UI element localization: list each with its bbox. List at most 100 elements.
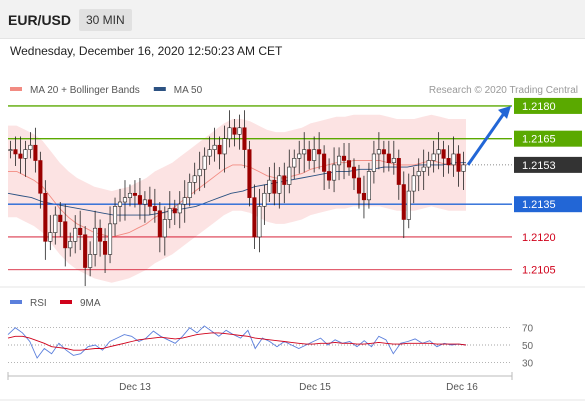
- rsi-ma-line: [7, 332, 467, 351]
- candle-body: [242, 127, 247, 150]
- candle-body: [63, 221, 68, 249]
- candle-body: [317, 149, 322, 155]
- candle-body: [132, 192, 137, 196]
- candle-body: [98, 227, 103, 242]
- candle-body: [341, 155, 347, 161]
- level-label-5: 1.2105: [522, 265, 556, 277]
- level-tag-2: [514, 156, 582, 173]
- level-tag-3: [514, 196, 582, 213]
- candle-body: [292, 158, 297, 168]
- candle-body: [252, 197, 257, 238]
- rsi-legend-label-1: 9MA: [80, 298, 101, 309]
- x-tick-label: Dec 16: [446, 382, 478, 393]
- timeframe-badge[interactable]: 30 MIN: [79, 9, 132, 31]
- candle-body: [28, 144, 33, 150]
- candle-body: [247, 149, 252, 198]
- candle-body: [48, 232, 53, 242]
- candle-body: [461, 164, 466, 172]
- ma20-line: [8, 160, 466, 238]
- candle-body: [58, 214, 63, 222]
- ma50-line: [7, 162, 466, 216]
- legend-label-1: MA 50: [174, 85, 203, 96]
- candle-body: [38, 160, 43, 194]
- chart-credit: Research © 2020 Trading Central: [429, 85, 578, 96]
- rsi-legend-swatch-1: [60, 300, 72, 304]
- rsi-line: [7, 325, 467, 359]
- symbol-title: EUR/USD: [8, 12, 72, 28]
- candle-body: [257, 206, 262, 238]
- candle-body: [222, 138, 227, 155]
- candle-body: [391, 158, 396, 164]
- candle-body: [33, 144, 38, 161]
- candle-body: [103, 241, 108, 255]
- candle-body: [287, 166, 292, 185]
- candle-body: [406, 190, 411, 220]
- level-label-2: 1.2153: [522, 160, 556, 172]
- candle-body: [351, 166, 357, 179]
- candle-body: [401, 184, 406, 220]
- candle-body: [446, 158, 451, 166]
- candle-body: [207, 149, 212, 157]
- candle-body: [88, 254, 93, 268]
- candle-body: [152, 206, 157, 212]
- candle-body: [332, 164, 337, 181]
- candle-body: [192, 175, 197, 183]
- rsi-legend-swatch-0: [10, 300, 22, 304]
- candle-body: [421, 166, 426, 172]
- candle-body: [381, 149, 386, 155]
- candle-body: [416, 171, 421, 177]
- candle-body: [217, 144, 222, 155]
- candle-body: [272, 179, 277, 194]
- candle-body: [112, 206, 118, 225]
- candle-body: [68, 241, 73, 249]
- candle-body: [202, 155, 207, 170]
- candle-body: [356, 177, 362, 194]
- candle-body: [441, 149, 446, 159]
- legend-swatch-1: [153, 87, 166, 91]
- candle-body: [337, 155, 342, 166]
- timestamp: Wednesday, December 16, 2020 12:50:23 AM…: [10, 44, 283, 58]
- candle-body: [302, 149, 307, 155]
- candle-body: [83, 234, 88, 268]
- legend-label-0: MA 20 + Bollinger Bands: [30, 85, 140, 96]
- candle-body: [456, 153, 461, 172]
- x-tick-label: Dec 13: [119, 382, 151, 393]
- candle-body: [142, 199, 147, 205]
- candle-body: [366, 171, 371, 201]
- candle-body: [108, 223, 113, 255]
- candle-body: [127, 192, 133, 198]
- candle-body: [182, 197, 187, 205]
- candle-body: [361, 192, 366, 201]
- candle-body: [371, 153, 376, 172]
- legend-swatch-0: [10, 87, 22, 91]
- rsi-legend-label-0: RSI: [30, 298, 47, 309]
- candle-body: [297, 153, 302, 159]
- candle-body: [277, 175, 282, 194]
- x-tick-label: Dec 15: [299, 382, 331, 393]
- candle-body: [227, 127, 232, 139]
- rsi-level-label-50: 50: [522, 341, 534, 352]
- candle-body: [307, 149, 312, 161]
- level-label-3: 1.2135: [522, 199, 556, 211]
- rsi-level-label-70: 70: [522, 324, 534, 335]
- candle-body: [312, 149, 317, 161]
- candle-body: [451, 153, 456, 166]
- candle-body: [346, 160, 352, 168]
- candle-body: [376, 149, 381, 155]
- candle-body: [53, 214, 58, 233]
- candle-body: [327, 171, 332, 181]
- bollinger-band-area: [8, 114, 466, 283]
- chart-header: EUR/USD 30 MIN: [0, 0, 585, 39]
- candle-body: [18, 153, 23, 159]
- forecast-arrow-head: [498, 105, 511, 119]
- candle-body: [172, 208, 177, 214]
- candle-body: [262, 192, 267, 207]
- candle-body: [212, 144, 217, 150]
- candle-body: [177, 203, 182, 214]
- candle-body: [73, 227, 78, 242]
- candle-body: [197, 168, 202, 177]
- candle-body: [431, 153, 436, 161]
- candle-body: [322, 153, 327, 172]
- candle-body: [117, 201, 123, 207]
